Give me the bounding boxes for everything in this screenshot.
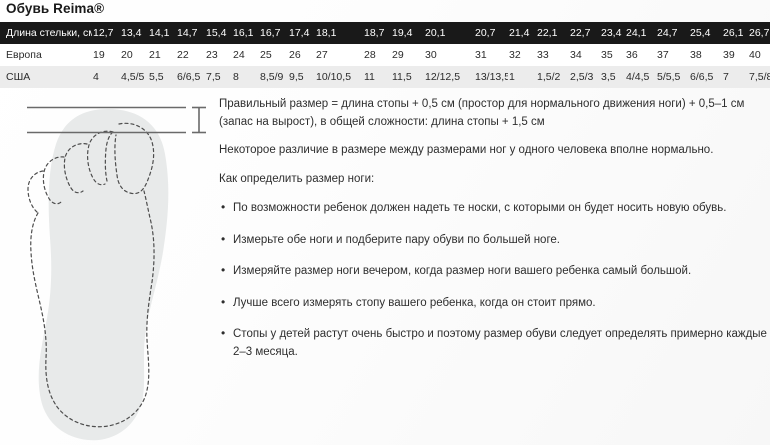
cell-eu-5: 24 (233, 49, 245, 61)
cell-insole-6: 16,7 (260, 27, 281, 39)
cell-us-16: 3,5 (601, 71, 616, 83)
cell-eu-8: 27 (316, 49, 328, 61)
cell-insole-5: 16,1 (233, 27, 254, 39)
cell-eu-13: 32 (509, 49, 521, 61)
bullet-icon: • (221, 263, 226, 277)
table-row-europe: Европа 19 20 21 22 23 24 25 26 27 28 29 … (0, 44, 770, 66)
cell-insole-12: 20,7 (475, 27, 496, 39)
cell-insole-19: 25,4 (690, 27, 711, 39)
cell-insole-14: 22,1 (537, 27, 558, 39)
paragraph-size-difference: Некоторое различие в размере между разме… (219, 144, 714, 156)
cell-insole-21: 26,7 (749, 27, 770, 39)
table-row-usa: США 4 4,5/5 5,5 6/6,5 7,5 8 8,5/9 9,5 10… (0, 66, 770, 88)
cell-eu-11: 30 (425, 49, 437, 61)
bullet-icon: • (221, 200, 226, 214)
cell-us-9: 11 (364, 71, 375, 83)
cell-us-21: 7,5/8 (749, 71, 770, 83)
cell-insole-20: 26,1 (723, 27, 744, 39)
cell-us-19: 6/6,5 (690, 71, 714, 83)
insole-shape (38, 109, 169, 441)
bullet-icon: • (221, 231, 226, 246)
cell-eu-0: 19 (93, 49, 105, 61)
measurement-bracket (192, 106, 206, 134)
cell-eu-1: 20 (121, 49, 133, 61)
cell-us-3: 6/6,5 (177, 71, 201, 83)
cell-us-18: 5/5,5 (657, 71, 681, 83)
list-item: • По возможности ребенок должен надеть т… (219, 200, 767, 218)
list-item: • Измеряйте размер ноги вечером, когда р… (219, 263, 767, 281)
bullet-icon: • (221, 326, 226, 340)
cell-us-17: 4/4,5 (626, 71, 650, 83)
cell-insole-17: 24,1 (626, 27, 647, 39)
cell-eu-18: 37 (657, 49, 669, 61)
list-item-text: Лучше всего измерять стопу вашего ребенк… (233, 296, 596, 309)
cell-us-2: 5,5 (149, 71, 164, 83)
cell-eu-2: 21 (149, 49, 161, 61)
cell-insole-15: 22,7 (570, 27, 591, 39)
list-item: • Стопы у детей растут очень быстро и по… (219, 326, 767, 361)
cell-eu-3: 22 (177, 49, 189, 61)
row-label-europe: Европа (6, 49, 42, 61)
cell-insole-18: 24,7 (657, 27, 678, 39)
cell-eu-14: 33 (537, 49, 549, 61)
cell-us-1: 4,5/5 (121, 71, 145, 83)
instructions-column: Правильный размер = длина стопы + 0,5 см… (219, 96, 767, 375)
cell-insole-10: 19,4 (392, 27, 413, 39)
cell-us-7: 9,5 (289, 71, 304, 83)
cell-insole-7: 17,4 (289, 27, 310, 39)
list-item: • Лучше всего измерять стопу вашего ребе… (219, 295, 767, 313)
cell-us-15: 2,5/3 (570, 71, 594, 83)
cell-eu-17: 36 (626, 49, 638, 61)
cell-us-10: 11,5 (392, 71, 412, 83)
cell-us-4: 7,5 (206, 71, 221, 83)
cell-eu-19: 38 (690, 49, 702, 61)
paragraph-correct-size: Правильный размер = длина стопы + 0,5 см… (219, 98, 745, 128)
cell-us-5: 8 (233, 71, 239, 83)
cell-insole-11: 20,1 (425, 27, 446, 39)
cell-us-14: 1,5/2 (537, 71, 561, 83)
cell-insole-1: 13,4 (121, 27, 142, 39)
page-title: Обувь Reima® (6, 1, 105, 16)
size-conversion-table: Длина стельки, см 12,7 13,4 14,1 14,7 15… (0, 22, 770, 88)
cell-us-13: 1 (509, 71, 515, 83)
cell-eu-6: 25 (260, 49, 272, 61)
cell-eu-21: 40 (749, 49, 761, 61)
cell-insole-0: 12,7 (93, 27, 114, 39)
cell-insole-13: 21,4 (509, 27, 530, 39)
list-item-text: По возможности ребенок должен надеть те … (233, 202, 727, 214)
cell-insole-16: 23,4 (601, 27, 622, 39)
cell-insole-9: 18,7 (364, 27, 385, 39)
cell-us-20: 7 (723, 71, 729, 83)
cell-eu-7: 26 (289, 49, 301, 61)
foot-measurement-diagram (0, 92, 215, 445)
cell-us-11: 12/12,5 (425, 71, 461, 83)
cell-eu-12: 31 (475, 49, 487, 61)
cell-insole-8: 18,1 (316, 27, 337, 39)
list-item-text: Измерьте обе ноги и подберите пару обуви… (233, 233, 560, 246)
cell-eu-9: 28 (364, 49, 376, 61)
row-label-insole: Длина стельки, см (6, 27, 92, 39)
cell-us-0: 4 (93, 71, 99, 83)
dashed-foot-outline (27, 122, 155, 428)
cell-us-6: 8,5/9 (260, 71, 284, 83)
paragraph-how-to-determine: Как определить размер ноги: (219, 172, 375, 185)
bullet-icon: • (221, 294, 226, 309)
list-item-text: Измеряйте размер ноги вечером, когда раз… (233, 265, 692, 277)
cell-eu-10: 29 (392, 49, 404, 61)
cell-insole-4: 15,4 (206, 27, 227, 39)
instruction-list: • По возможности ребенок должен надеть т… (219, 200, 767, 361)
cell-eu-20: 39 (723, 49, 735, 61)
cell-insole-2: 14,1 (149, 27, 170, 39)
cell-us-12: 13/13,5 (475, 71, 508, 83)
table-row-insole-length: Длина стельки, см 12,7 13,4 14,1 14,7 15… (0, 22, 770, 44)
cell-insole-3: 14,7 (177, 27, 198, 39)
cell-eu-4: 23 (206, 49, 218, 61)
list-item: • Измерьте обе ноги и подберите пару обу… (219, 232, 767, 250)
list-item-text: Стопы у детей растут очень быстро и поэт… (233, 328, 767, 358)
row-label-usa: США (6, 71, 31, 83)
cell-eu-16: 35 (601, 49, 613, 61)
cell-us-8: 10/10,5 (316, 71, 352, 83)
cell-eu-15: 34 (570, 49, 582, 61)
